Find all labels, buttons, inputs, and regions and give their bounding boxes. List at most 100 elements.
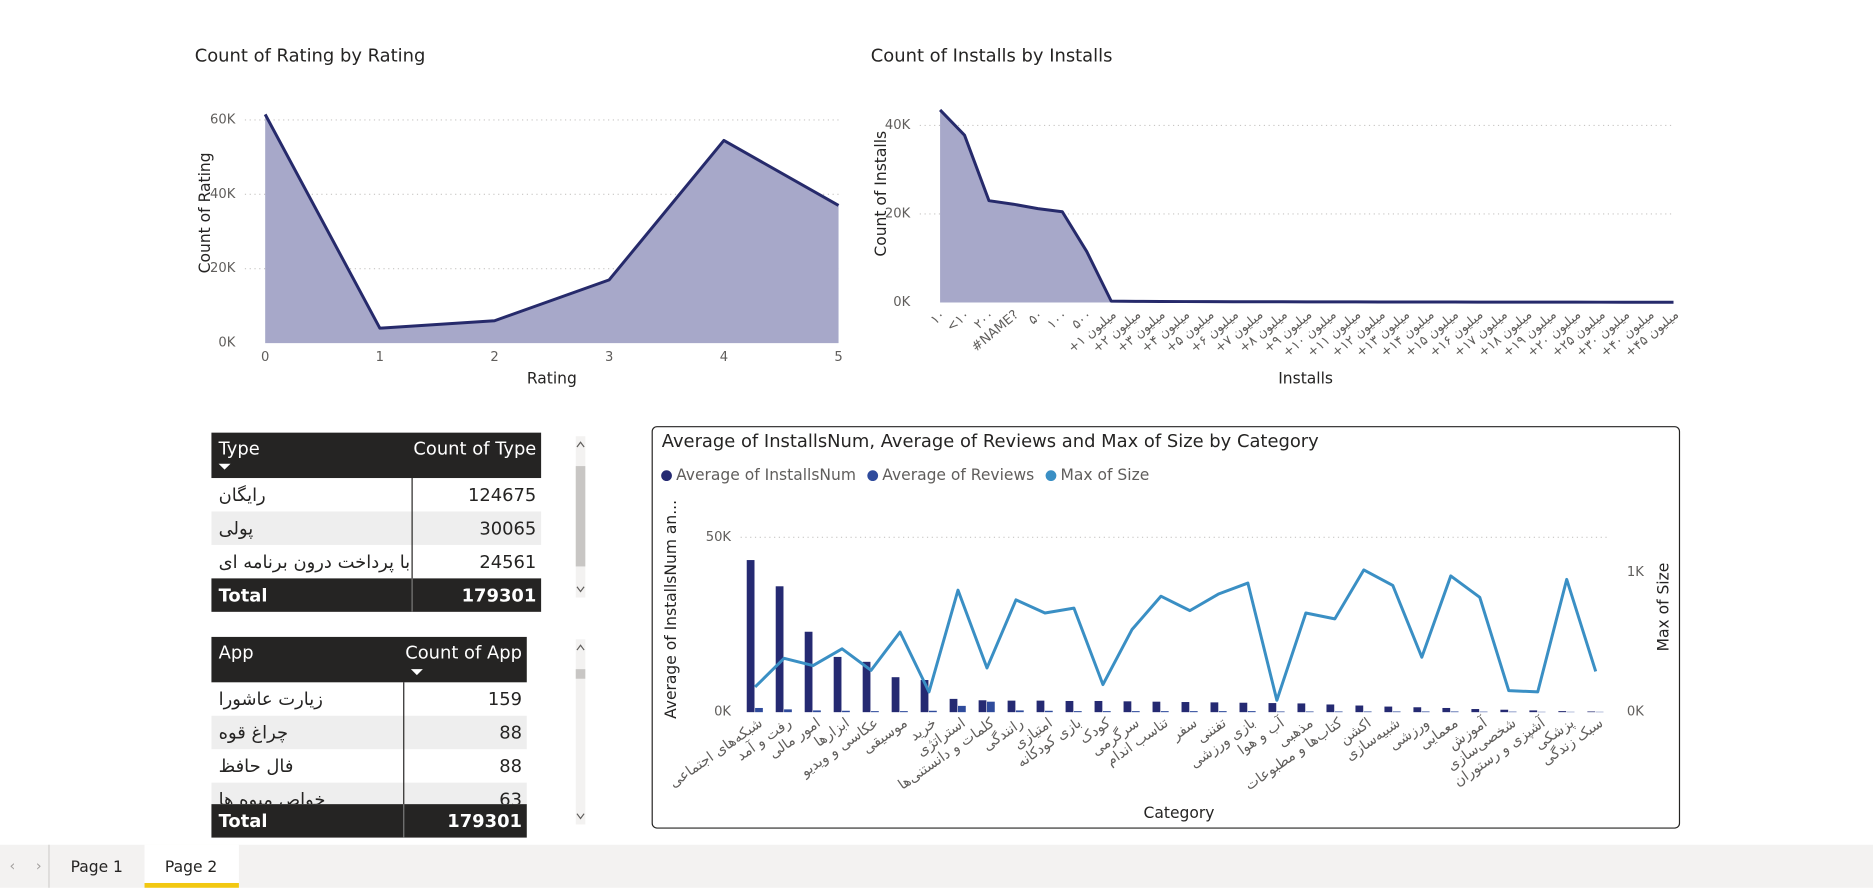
bar [929, 711, 937, 712]
bar [1074, 711, 1082, 712]
legend-marker [867, 470, 878, 481]
bar [1364, 711, 1372, 712]
bar [1384, 707, 1392, 713]
x-tick-label: 2 [490, 350, 498, 365]
x-axis-title: Rating [527, 369, 577, 387]
bar [784, 709, 792, 712]
y-tick-label: 0K [218, 336, 235, 351]
bar [1240, 703, 1248, 712]
y-tick-label: 1K [1627, 565, 1644, 580]
nav-prev[interactable]: ‹ [10, 858, 16, 874]
bar [1037, 701, 1045, 713]
bar [1124, 701, 1132, 712]
y-tick-label: 20K [210, 261, 236, 276]
bar [747, 560, 755, 712]
y-tick-label: 0K [714, 705, 731, 720]
bar [1306, 711, 1314, 712]
bar [1326, 704, 1334, 712]
legend-marker [1046, 470, 1057, 481]
bar [1509, 712, 1517, 713]
bar [1422, 711, 1430, 712]
bar [1335, 711, 1343, 712]
y-tick-label: 0K [893, 295, 910, 310]
bar [1190, 711, 1198, 712]
x-tick-label: 0 [261, 350, 269, 365]
bar [755, 708, 763, 712]
tab-bar [0, 845, 1873, 888]
bar [1393, 711, 1401, 712]
column-header: App [219, 643, 254, 664]
bar [1442, 708, 1450, 712]
cell: 88 [499, 723, 522, 744]
bar [979, 700, 987, 712]
bar [1066, 701, 1074, 712]
bar [1045, 711, 1053, 712]
x-tick-label: #NAME? [969, 307, 1022, 355]
cell: 159 [488, 689, 522, 710]
area [940, 110, 1673, 302]
y-axis-title: Count of Installs [872, 131, 890, 257]
x-tick-label: ۱۰۰ [1045, 307, 1071, 332]
cell: 24561 [479, 552, 536, 573]
bar [1471, 709, 1479, 712]
nav-next[interactable]: › [36, 858, 42, 874]
y-tick-label: 0K [1627, 705, 1644, 720]
y-tick-label: 60K [210, 112, 236, 127]
total-label: Total [219, 585, 268, 606]
bar [1529, 710, 1537, 712]
cell: رایگان [219, 484, 266, 506]
bar [950, 699, 958, 712]
bar [1277, 711, 1285, 712]
y2-axis-title: Max of Size [1654, 563, 1672, 652]
scrollbar-thumb [576, 466, 586, 566]
x-tick-label: 5 [834, 350, 842, 365]
bar [1132, 711, 1140, 712]
y-tick-label: 20K [885, 206, 911, 221]
y-tick-label: 40K [885, 118, 911, 133]
cell: 88 [499, 756, 522, 777]
x-axis-title: Category [1144, 804, 1215, 822]
legend-label: Average of InstallsNum [676, 466, 856, 484]
total-label: Total [219, 811, 268, 832]
bar [1103, 711, 1111, 712]
bar [1268, 703, 1276, 712]
bar [892, 677, 900, 712]
area [265, 114, 838, 343]
chart-title: Count of Installs by Installs [871, 45, 1113, 66]
bar [1008, 701, 1016, 713]
bar [1219, 711, 1227, 712]
y-tick-label: 40K [210, 187, 236, 202]
y-axis-title: Count of Rating [196, 152, 214, 273]
bar [1480, 712, 1488, 713]
y-axis-title: Average of InstallsNum an... [662, 500, 680, 719]
x-tick-label: 4 [720, 350, 728, 365]
bar [805, 632, 813, 712]
total-value: 179301 [462, 585, 537, 606]
bar [813, 710, 821, 712]
bar [1182, 702, 1190, 712]
total-value: 179301 [447, 811, 522, 832]
scrollbar-track [576, 639, 586, 824]
bar [776, 586, 784, 712]
tab[interactable]: Page 1 [71, 858, 123, 876]
scrollbar-thumb [576, 669, 586, 679]
bar [1587, 711, 1595, 712]
tab[interactable]: Page 2 [165, 858, 217, 876]
bar [1161, 711, 1169, 712]
legend-label: Average of Reviews [882, 466, 1034, 484]
column-header: Count of App [405, 643, 522, 664]
column-header: Type [218, 438, 260, 459]
legend-label: Max of Size [1061, 466, 1150, 484]
bar [1558, 711, 1566, 712]
bar [1095, 701, 1103, 712]
bar [987, 702, 995, 712]
bar [958, 706, 966, 712]
bar [1211, 702, 1219, 712]
bar [1153, 702, 1161, 712]
chart-title: Average of InstallsNum, Average of Revie… [662, 431, 1319, 452]
bar [900, 711, 908, 712]
bar [1248, 711, 1256, 712]
cell: فال حافظ [219, 756, 294, 777]
cell: با پرداخت درون برنامه ای [219, 552, 411, 573]
